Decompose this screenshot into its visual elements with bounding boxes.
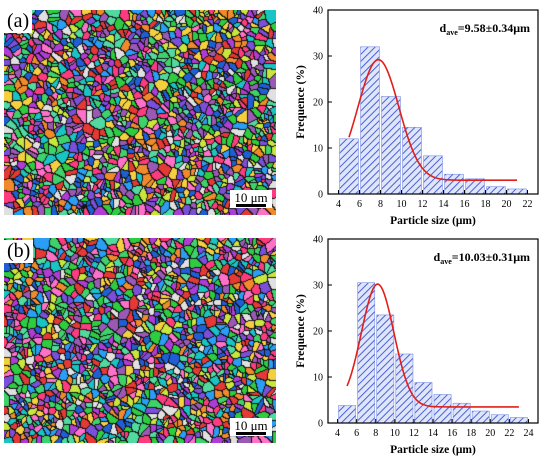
ebsd-grain-image-a (4, 10, 276, 215)
x-tick-label: 18 (481, 199, 491, 210)
x-tick-label: 18 (466, 428, 476, 439)
scale-bar-line-b (236, 432, 266, 435)
y-tick-label: 10 (313, 144, 323, 155)
x-tick-label: 22 (504, 428, 514, 439)
x-axis-label: Particle size (μm) (390, 215, 476, 227)
panel-label-b: (b) (4, 240, 34, 263)
scale-bar-label-a: 10 μm (234, 190, 268, 205)
mean-size-annotation: dave=9.58±0.34μm (440, 21, 530, 37)
annotation-symbol: d (434, 250, 441, 264)
x-tick-label: 24 (523, 428, 533, 439)
x-tick-label: 22 (523, 199, 533, 210)
histogram-bar-0 (338, 405, 356, 424)
x-tick-label: 4 (336, 199, 341, 210)
histogram-bar-3 (395, 353, 414, 424)
scale-bar-a: 10 μm (230, 190, 272, 208)
histogram-bar-2 (376, 314, 395, 424)
histogram-bar-8 (507, 188, 527, 195)
x-tick-label: 20 (502, 199, 512, 210)
y-tick-label: 20 (313, 327, 323, 338)
x-tick-label: 6 (357, 199, 362, 210)
x-tick-label: 6 (354, 428, 359, 439)
histogram-bar-0 (339, 138, 359, 195)
histogram-bar-4 (423, 155, 443, 195)
histogram-bar-1 (357, 282, 376, 424)
histogram-bar-7 (486, 186, 506, 195)
histogram-b: 4 6 8 10 12 14 16 18 20 22 24 0 10 20 30 40 Particle siz… (295, 235, 539, 456)
y-tick-label: 10 (313, 373, 323, 384)
histogram-bar-9 (510, 417, 528, 424)
histogram-bar-7 (471, 410, 490, 424)
x-tick-label: 14 (439, 199, 449, 210)
y-tick-label: 0 (318, 190, 323, 201)
histogram-bar-8 (490, 414, 509, 424)
y-axis-label: Frequence (%) (295, 65, 307, 139)
y-tick-label: 40 (313, 6, 323, 17)
scale-bar-line-a (236, 204, 266, 207)
x-tick-label: 4 (335, 428, 340, 439)
x-tick-label: 16 (460, 199, 470, 210)
scale-bar-b: 10 μm (230, 418, 272, 436)
x-tick-label: 8 (378, 199, 383, 210)
annotation-value: =10.03±0.31μm (452, 250, 530, 264)
y-tick-label: 30 (313, 52, 323, 63)
panel-label-a: (a) (4, 10, 33, 33)
x-tick-label: 16 (447, 428, 457, 439)
y-tick-label: 0 (318, 419, 323, 430)
histogram-bar-2 (381, 96, 401, 195)
histogram-bar-6 (465, 178, 485, 195)
gaussian-fit-curve (348, 58, 517, 181)
ebsd-map-a: (a) 10 μm (4, 10, 276, 215)
histogram-bar-4 (414, 382, 433, 424)
x-axis-label: Particle size (μm) (390, 444, 476, 456)
ebsd-grain-image-b (4, 238, 276, 443)
histogram-bar-5 (433, 394, 452, 424)
y-tick-label: 20 (313, 98, 323, 109)
x-tick-label: 14 (428, 428, 438, 439)
x-tick-label: 10 (390, 428, 400, 439)
x-tick-label: 8 (373, 428, 378, 439)
x-tick-label: 20 (485, 428, 495, 439)
y-axis-label: Frequence (%) (295, 294, 307, 368)
x-tick-label: 10 (397, 199, 407, 210)
annotation-value: =9.58±0.34μm (458, 21, 530, 35)
x-tick-label: 12 (418, 199, 428, 210)
histogram-bar-3 (402, 127, 422, 195)
x-tick-label: 12 (409, 428, 419, 439)
histogram-bar-5 (444, 173, 464, 195)
annotation-subscript: ave (440, 257, 452, 266)
y-tick-label: 30 (313, 281, 323, 292)
histogram-a: 4 6 8 10 12 14 16 18 20 22 0 10 20 30 40 Particle size … (295, 6, 539, 227)
y-tick-label: 40 (313, 235, 323, 246)
ebsd-map-b: (b) 10 μm (4, 238, 276, 443)
annotation-subscript: ave (446, 28, 458, 37)
mean-size-annotation: dave=10.03±0.31μm (434, 250, 530, 266)
annotation-symbol: d (440, 21, 447, 35)
gaussian-fit-curve (346, 283, 519, 408)
scale-bar-label-b: 10 μm (234, 418, 268, 433)
